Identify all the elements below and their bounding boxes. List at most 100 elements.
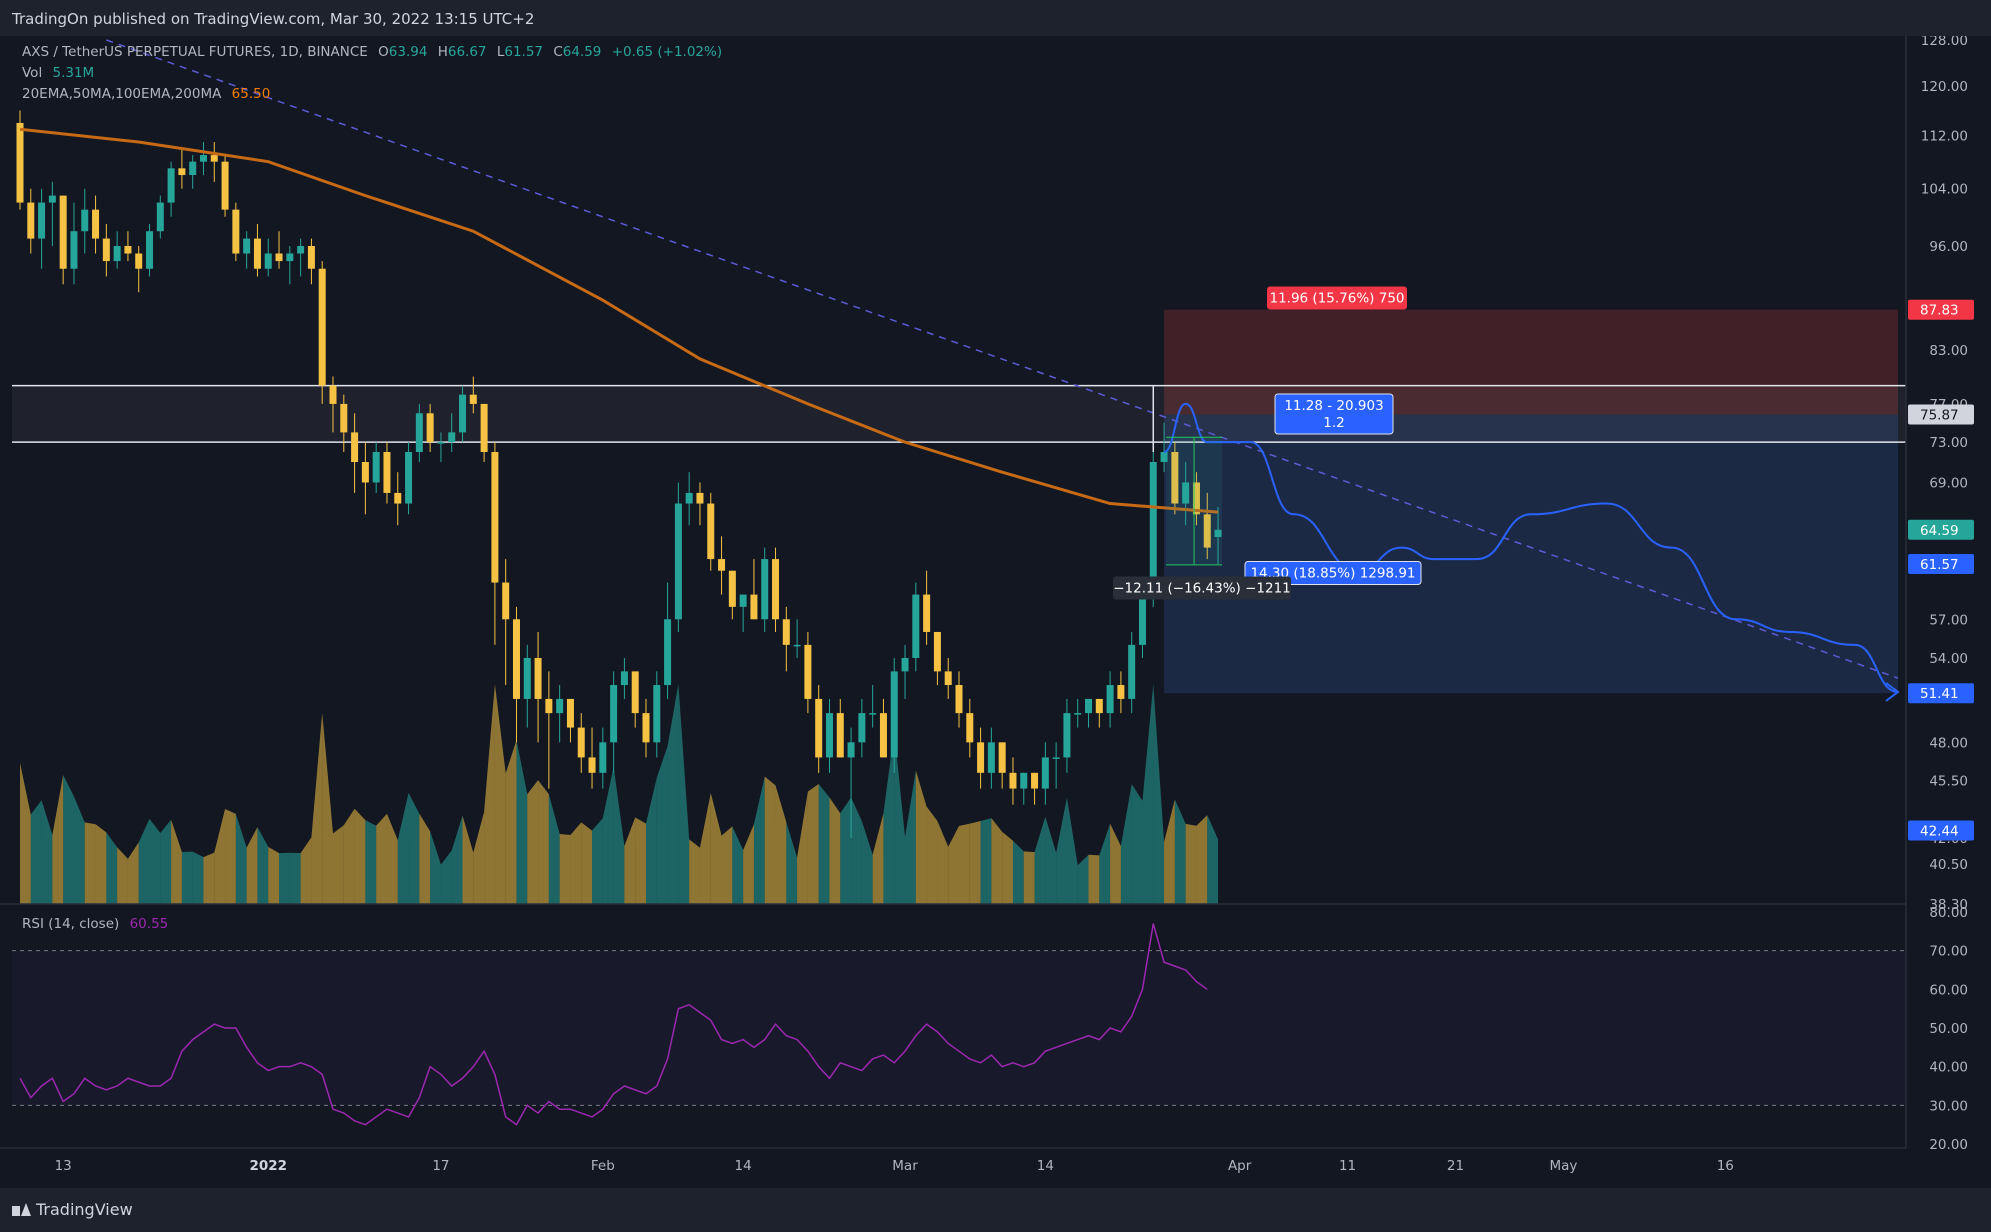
- candle-body: [351, 432, 359, 463]
- candle-body: [739, 594, 747, 607]
- candle: [297, 238, 305, 277]
- price-tick-label: 57.00: [1929, 612, 1968, 628]
- symbol-legend[interactable]: AXS / TetherUS PERPETUAL FUTURES, 1D, BI…: [22, 44, 722, 60]
- candle: [534, 631, 542, 743]
- candle: [1117, 671, 1125, 714]
- volume-bar: [451, 815, 463, 904]
- candle: [156, 195, 164, 239]
- candle: [178, 148, 186, 189]
- candle-body: [253, 238, 261, 269]
- candle-body: [210, 155, 218, 162]
- time-tick-label: 17: [432, 1158, 449, 1174]
- volume-bar: [365, 820, 377, 904]
- reward-badge-text: 14.30 (18.85%) 1298.91: [1250, 566, 1415, 582]
- candle-body: [1203, 514, 1211, 548]
- volume-bar: [883, 731, 895, 904]
- candle-body: [869, 713, 877, 715]
- volume-bar: [581, 822, 593, 904]
- candle: [707, 492, 715, 571]
- volume-bar: [397, 792, 409, 904]
- candle: [1171, 442, 1179, 515]
- candle-body: [1138, 594, 1146, 645]
- candle-body: [728, 570, 736, 607]
- volume-bar: [192, 851, 204, 904]
- projection-path: [1163, 402, 1899, 693]
- price-tag-label: 51.41: [1920, 686, 1959, 702]
- ma-legend[interactable]: 20EMA,50MA,100EMA,200MA 65.50: [22, 86, 270, 102]
- candle: [588, 727, 596, 789]
- low-value: 61.57: [504, 44, 544, 60]
- candle: [16, 110, 24, 210]
- downtrend-line: [106, 39, 1899, 679]
- candle-body: [146, 231, 154, 269]
- volume-bar: [171, 819, 182, 904]
- candle-body: [48, 195, 56, 203]
- candle-body: [879, 713, 887, 758]
- candle-body: [631, 671, 639, 714]
- candle: [38, 188, 46, 269]
- time-axis[interactable]: 13 2022 17 Feb 14 Mar 14 Apr 11 21 May 16: [55, 1158, 1734, 1174]
- publish-text: TradingOn published on TradingView.com, …: [12, 10, 535, 28]
- candle-body: [92, 209, 100, 239]
- candle-body: [998, 742, 1006, 773]
- price-tick-label: 96.00: [1929, 239, 1968, 255]
- rsi-tick-label: 30.00: [1929, 1098, 1968, 1114]
- candle-body: [124, 246, 132, 254]
- candle: [329, 376, 337, 433]
- volume-bar: [743, 824, 754, 904]
- candle-body: [372, 452, 380, 483]
- candle: [966, 698, 974, 758]
- resistance-band: [12, 385, 1906, 443]
- candle-body: [933, 631, 941, 672]
- volume-legend[interactable]: Vol 5.31M: [22, 65, 94, 81]
- candle: [1138, 594, 1146, 659]
- candle: [253, 223, 261, 277]
- volume-bar: [1164, 799, 1175, 904]
- risk-badge-bg: [1267, 286, 1407, 310]
- time-tick-label: Mar: [892, 1158, 918, 1174]
- candle-body: [1074, 713, 1082, 715]
- rsi-legend[interactable]: RSI (14, close) 60.55: [22, 916, 168, 932]
- candle-body: [620, 671, 628, 686]
- volume-bar: [1131, 784, 1143, 904]
- candle: [167, 161, 175, 217]
- tradingview-logo[interactable]: TradingView: [12, 1200, 133, 1219]
- volume-bar: [915, 770, 927, 904]
- price-tick-label: 54.00: [1929, 651, 1968, 667]
- candle: [782, 606, 790, 672]
- price-tag-bg: [1908, 404, 1974, 425]
- time-tick-label: May: [1549, 1158, 1577, 1174]
- volume-bar: [127, 842, 139, 904]
- volume-bar: [106, 832, 118, 904]
- volume-bar: [1196, 815, 1208, 904]
- candle: [351, 413, 359, 493]
- candle-body: [577, 727, 585, 758]
- price-scale[interactable]: 128.00120.00112.00104.0096.0083.0077.007…: [1905, 36, 1974, 1153]
- volume-bar: [851, 797, 862, 904]
- candle: [912, 582, 920, 672]
- volume-bar: [1207, 815, 1219, 904]
- time-tick-label: 16: [1717, 1158, 1734, 1174]
- candle: [405, 442, 413, 515]
- volume-bar: [527, 780, 539, 904]
- candle: [361, 442, 369, 515]
- volume-bar: [149, 818, 161, 904]
- price-tag-bg: [1908, 820, 1974, 841]
- measure-badge-bg: [1113, 576, 1291, 600]
- volume-label: Vol: [22, 65, 43, 81]
- candle: [858, 698, 866, 758]
- symbol-name: AXS / TetherUS PERPETUAL FUTURES, 1D, BI…: [22, 44, 368, 60]
- candles-layer: [16, 110, 1222, 838]
- candle: [696, 482, 704, 526]
- candle-body: [545, 698, 553, 714]
- candle-body: [977, 742, 985, 773]
- candle: [307, 238, 315, 285]
- candle: [1074, 698, 1082, 728]
- volume-bar: [322, 712, 333, 904]
- volume-bar: [376, 813, 387, 904]
- volume-bar: [386, 813, 398, 904]
- candle: [1020, 772, 1028, 805]
- volume-bar: [95, 824, 107, 904]
